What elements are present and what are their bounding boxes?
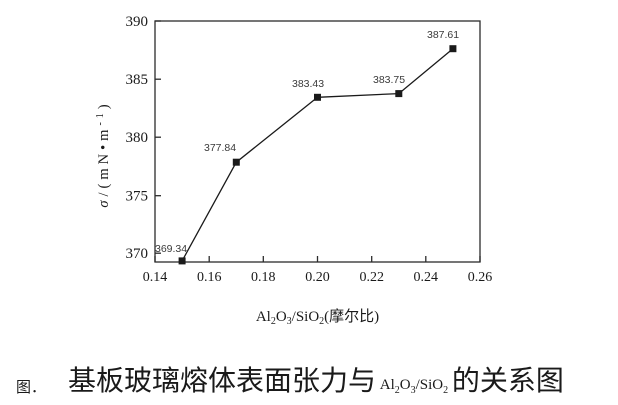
svg-text:375: 375	[126, 189, 149, 205]
svg-text:0.24: 0.24	[414, 270, 439, 285]
svg-text:383.75: 383.75	[373, 74, 405, 86]
svg-text:0.22: 0.22	[359, 270, 384, 285]
svg-text:380: 380	[126, 130, 149, 146]
svg-text:370: 370	[126, 246, 149, 262]
svg-text:390: 390	[126, 14, 149, 30]
svg-text:0.14: 0.14	[143, 270, 168, 285]
svg-text:0.20: 0.20	[305, 270, 330, 285]
svg-text:387.61: 387.61	[427, 29, 459, 41]
svg-text:0.26: 0.26	[468, 270, 493, 285]
svg-text:σ/(mN•m-1): σ/(mN•m-1)	[95, 100, 112, 207]
svg-text:0.18: 0.18	[251, 270, 276, 285]
svg-text:383.43: 383.43	[292, 78, 324, 90]
svg-text:369.34: 369.34	[155, 243, 187, 255]
svg-text:377.84: 377.84	[204, 142, 236, 154]
svg-text:Al2O3/SiO2(摩尔比): Al2O3/SiO2(摩尔比)	[256, 307, 379, 327]
svg-text:0.16: 0.16	[197, 270, 222, 285]
svg-text:385: 385	[126, 72, 149, 88]
